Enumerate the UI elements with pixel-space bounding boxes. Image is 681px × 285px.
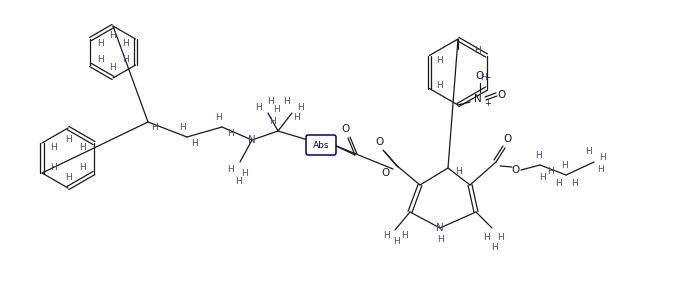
Text: O: O [382, 168, 390, 178]
Text: O: O [375, 137, 383, 147]
Text: H: H [437, 235, 443, 243]
Text: H: H [110, 32, 116, 40]
Text: N: N [474, 94, 482, 104]
Text: N: N [248, 135, 256, 145]
Text: H: H [600, 154, 606, 162]
Text: H: H [554, 180, 561, 188]
Text: H: H [383, 231, 390, 239]
Text: H: H [436, 56, 443, 65]
Text: H: H [535, 150, 541, 160]
Text: H: H [474, 46, 481, 55]
Text: H: H [283, 97, 290, 105]
Text: H: H [97, 40, 104, 48]
Text: H: H [50, 144, 57, 152]
Text: H: H [216, 113, 223, 123]
Text: H: H [180, 123, 187, 133]
Text: H: H [50, 164, 57, 172]
Text: H: H [227, 164, 234, 174]
Text: H: H [110, 64, 116, 72]
Text: +: + [485, 99, 492, 109]
Text: H: H [65, 172, 72, 182]
Text: H: H [152, 123, 159, 131]
Text: -: - [486, 72, 490, 82]
Text: H: H [294, 113, 300, 123]
Text: Abs: Abs [313, 141, 329, 150]
Text: H: H [122, 56, 129, 64]
Text: H: H [400, 231, 407, 241]
Text: O: O [497, 90, 505, 100]
Text: H: H [560, 160, 567, 170]
Text: H: H [255, 103, 262, 113]
Text: O: O [341, 124, 349, 134]
Text: O: O [476, 71, 484, 81]
Text: H: H [571, 180, 577, 188]
Text: H: H [496, 233, 503, 243]
Text: H: H [122, 40, 129, 48]
Text: O: O [503, 134, 511, 144]
Text: H: H [480, 73, 487, 82]
Text: H: H [227, 129, 234, 139]
Text: H: H [483, 233, 490, 243]
Text: H: H [436, 81, 443, 90]
Text: H: H [455, 168, 461, 176]
FancyBboxPatch shape [306, 135, 336, 155]
Text: H: H [539, 172, 545, 182]
Text: H: H [240, 168, 247, 178]
Text: H: H [80, 164, 86, 172]
Text: H: H [547, 166, 554, 176]
Text: H: H [492, 243, 498, 253]
Text: H: H [65, 135, 72, 144]
Text: H: H [267, 97, 273, 105]
Text: H: H [393, 237, 399, 247]
Text: N: N [436, 223, 444, 233]
Text: H: H [191, 139, 198, 148]
Text: H: H [586, 146, 592, 156]
Text: H: H [272, 105, 279, 113]
Text: H: H [80, 144, 86, 152]
Text: H: H [97, 56, 104, 64]
Text: H: H [270, 117, 276, 127]
Text: H: H [236, 176, 242, 186]
Text: H: H [598, 166, 604, 174]
Text: H: H [297, 103, 303, 113]
Text: O: O [511, 165, 519, 175]
